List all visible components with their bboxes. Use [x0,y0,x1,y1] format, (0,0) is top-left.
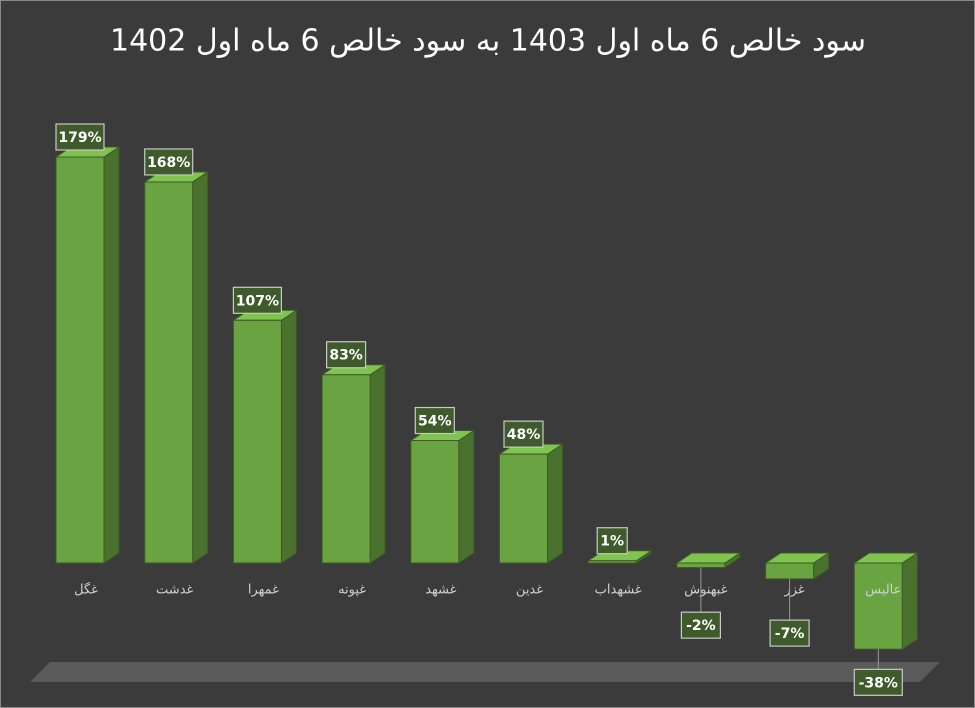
bar [409,429,476,564]
bar [54,146,121,564]
bar [497,443,565,564]
value-label-box [853,668,903,696]
bar [586,549,653,564]
value-label: 54% [418,414,452,430]
bar-face [369,363,386,564]
bar-face [55,156,105,564]
value-label-box [680,611,722,639]
x-tick-label: غدین [516,583,543,598]
value-label: 1% [600,534,624,550]
x-tick-label: غمهرا [248,583,279,598]
bar-face [676,562,726,569]
bar-face [103,146,120,564]
bar [675,552,742,569]
value-label: -7% [775,626,805,642]
value-label-box [326,341,367,369]
bar-face [547,443,563,564]
value-label-box [55,123,105,151]
value-label-box [414,406,455,435]
bar [320,363,387,564]
x-tick-label: غشهداب [595,583,642,598]
bar-face [232,319,282,564]
value-label: 48% [507,427,541,443]
x-tick-label: عالیس [865,583,901,598]
bar-face [410,440,460,564]
bar-face [853,562,903,650]
bar [763,552,831,580]
bar-face [321,374,371,564]
x-tick-label: غدشت [156,583,193,598]
value-label-box [503,420,544,448]
x-tick-label: غبهنوش [684,583,727,598]
bar [231,309,299,564]
value-label: -2% [686,618,716,634]
bar-face [587,560,637,564]
bar-face [765,562,815,580]
bar [852,552,919,651]
value-label: 83% [329,348,363,364]
bar [143,171,210,564]
value-label-box [144,148,194,176]
x-tick-label: غشهد [425,583,456,598]
value-label-box [769,619,810,647]
value-label: -38% [859,675,898,691]
bar-face [144,181,194,564]
value-label-box [232,286,282,314]
x-tick-label: غزر [783,583,804,598]
value-label-box [596,527,628,555]
floor [30,662,940,682]
value-label: 107% [236,293,279,309]
bar-face [280,309,297,564]
value-label: 179% [58,130,101,146]
bar-face [901,552,918,651]
value-label: 168% [147,155,190,171]
bar-face [499,453,548,564]
x-tick-label: غپونه [338,583,366,598]
chart-title: سود خالص 6 ماه اول 1403 به سود خالص 6 ما… [110,24,866,59]
bar-face [192,171,209,564]
x-tick-label: غگل [74,582,98,598]
bar-face [458,429,475,564]
